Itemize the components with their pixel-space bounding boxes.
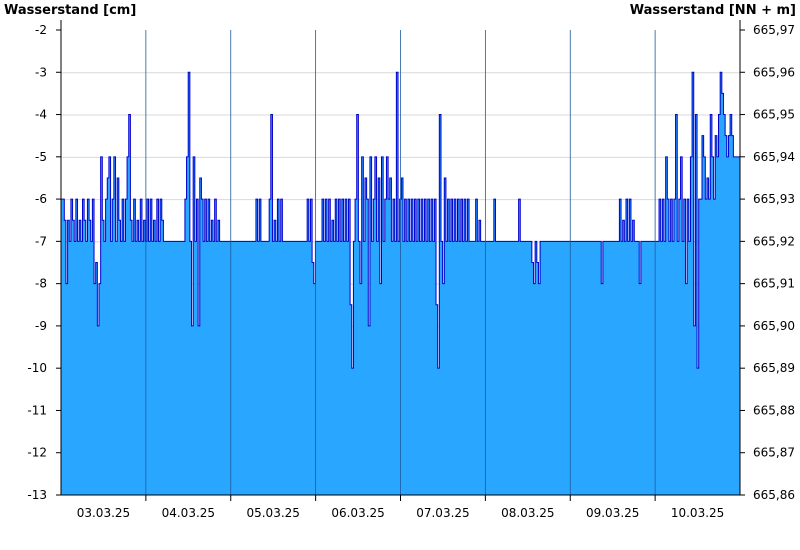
- right-tick-label: 665,94: [753, 150, 795, 164]
- left-axis-title: Wasserstand [cm]: [4, 3, 136, 18]
- left-tick-label: -5: [35, 150, 47, 164]
- left-axis-ticks: -2 -3 -4 -5 -6 -7 -8 -9 -10 -11 -12 -13: [27, 23, 61, 502]
- right-tick-label: 665,89: [753, 361, 795, 375]
- day-separator-lines: [145, 30, 656, 495]
- right-tick-label: 665,93: [753, 192, 795, 206]
- right-axis-ticks: 665,97 665,96 665,95 665,94 665,93 665,92 665,…: [740, 23, 795, 502]
- right-tick-label: 665,86: [753, 488, 795, 502]
- left-tick-label: -12: [27, 446, 47, 460]
- left-tick-label: -13: [27, 488, 47, 502]
- right-tick-label: 665,87: [753, 446, 795, 460]
- right-tick-label: 665,92: [753, 234, 795, 248]
- x-tick-label: 10.03.25: [671, 506, 724, 520]
- x-tick-label: 04.03.25: [162, 506, 215, 520]
- left-tick-label: -6: [35, 192, 47, 206]
- x-tick-label: 03.03.25: [77, 506, 130, 520]
- left-tick-label: -4: [35, 108, 47, 122]
- x-tick-label: 06.03.25: [331, 506, 384, 520]
- right-tick-label: 665,95: [753, 108, 795, 122]
- left-tick-label: -8: [35, 277, 47, 291]
- left-tick-label: -3: [35, 65, 47, 79]
- right-tick-label: 665,91: [753, 277, 795, 291]
- x-tick-label: 05.03.25: [246, 506, 299, 520]
- right-tick-label: 665,96: [753, 65, 795, 79]
- right-tick-label: 665,97: [753, 23, 795, 37]
- right-tick-label: 665,88: [753, 403, 795, 417]
- left-tick-label: -2: [35, 23, 47, 37]
- left-tick-label: -11: [27, 403, 47, 417]
- x-axis-ticks: 03.03.25 04.03.25 05.03.25 06.03.25 07.03.25…: [77, 495, 724, 520]
- left-tick-label: -9: [35, 319, 47, 333]
- water-level-line: [61, 71, 740, 369]
- x-tick-label: 08.03.25: [501, 506, 554, 520]
- x-tick-label: 07.03.25: [416, 506, 469, 520]
- right-tick-label: 665,90: [753, 319, 795, 333]
- right-axis-title: Wasserstand [NN + m]: [630, 3, 796, 18]
- x-tick-label: 09.03.25: [586, 506, 639, 520]
- left-tick-label: -10: [27, 361, 47, 375]
- left-tick-label: -7: [35, 234, 47, 248]
